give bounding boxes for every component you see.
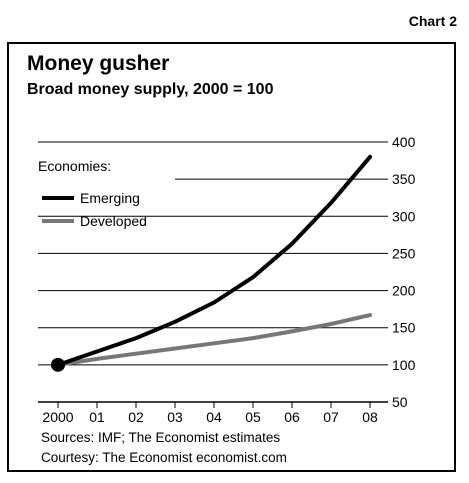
x-tick-label: 2000 — [42, 409, 73, 425]
legend-title: Economies: — [38, 158, 111, 174]
x-tick-label: 06 — [284, 409, 300, 425]
x-tick-label: 07 — [323, 409, 339, 425]
series-lines — [51, 154, 372, 372]
y-tick-label: 150 — [392, 320, 416, 336]
gridlines — [38, 141, 388, 408]
chart-subtitle: Broad money supply, 2000 = 100 — [27, 81, 274, 98]
y-tick-label: 250 — [392, 245, 416, 261]
source-note: Sources: IMF; The Economist estimates — [41, 430, 281, 445]
y-tick-label: 200 — [392, 283, 416, 299]
chart-number: Chart 2 — [408, 13, 457, 29]
start-point-marker — [51, 357, 65, 372]
x-tick-label: 02 — [128, 409, 144, 425]
y-axis-tick-labels: 50 100 150 200 250 300 350 400 — [392, 134, 416, 410]
y-tick-label: 100 — [392, 357, 416, 373]
legend-label-developed: Developed — [80, 213, 147, 229]
y-tick-label: 400 — [392, 134, 416, 150]
chart-frame — [7, 42, 456, 472]
chart-title: Money gusher — [27, 52, 170, 75]
x-tick-label: 08 — [362, 409, 378, 425]
y-tick-label: 300 — [392, 208, 416, 224]
x-axis-tick-labels: 2000 01 02 03 04 05 06 07 08 — [42, 409, 378, 425]
legend: Economies: Emerging Developed — [38, 158, 147, 229]
x-tick-label: 03 — [167, 409, 183, 425]
series-line-emerging — [56, 154, 372, 367]
x-tick-label: 05 — [245, 409, 261, 425]
series-line-developed — [56, 313, 372, 367]
y-tick-label: 50 — [392, 394, 408, 410]
x-tick-label: 01 — [89, 409, 105, 425]
y-tick-label: 350 — [392, 171, 416, 187]
courtesy-note: Courtesy: The Economist economist.com — [41, 450, 287, 465]
legend-label-emerging: Emerging — [80, 190, 140, 206]
x-tick-label: 04 — [206, 409, 222, 425]
